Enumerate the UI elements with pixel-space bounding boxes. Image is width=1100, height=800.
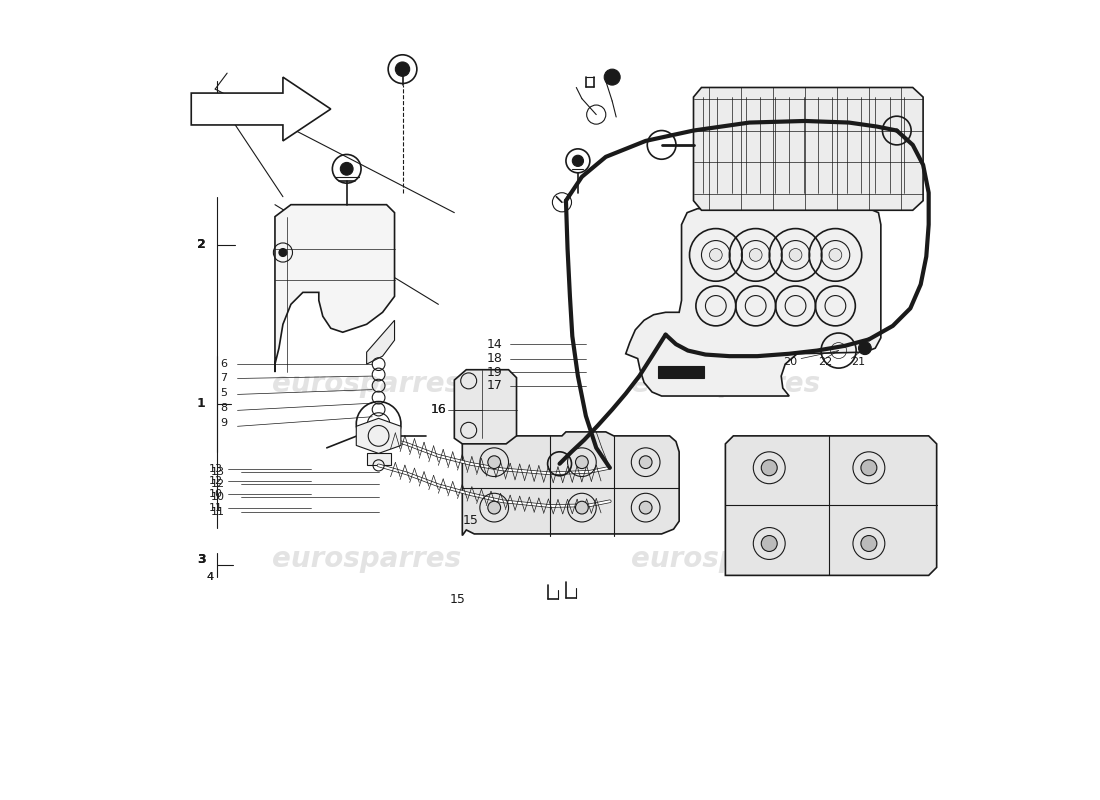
Text: 19: 19	[486, 366, 503, 378]
Circle shape	[789, 249, 802, 262]
Circle shape	[861, 535, 877, 551]
Text: 2: 2	[197, 238, 206, 251]
Circle shape	[858, 342, 871, 354]
Polygon shape	[356, 418, 400, 454]
Text: 9: 9	[220, 418, 227, 428]
Circle shape	[395, 62, 409, 76]
Text: 6: 6	[220, 359, 227, 369]
Text: 18: 18	[486, 352, 503, 365]
Text: 11: 11	[211, 506, 224, 517]
Text: eurosparres: eurosparres	[630, 370, 820, 398]
Text: 15: 15	[462, 514, 478, 527]
Circle shape	[639, 502, 652, 514]
Circle shape	[761, 535, 778, 551]
Text: 3: 3	[197, 553, 206, 566]
Circle shape	[487, 502, 500, 514]
Text: 13: 13	[209, 464, 223, 474]
Text: 17: 17	[486, 379, 503, 392]
Polygon shape	[191, 77, 331, 141]
Text: 4: 4	[207, 572, 213, 582]
Circle shape	[575, 456, 589, 469]
Text: eurosparres: eurosparres	[630, 546, 820, 574]
Text: 10: 10	[209, 489, 223, 499]
Text: 8: 8	[220, 403, 227, 413]
Polygon shape	[454, 370, 517, 444]
Circle shape	[487, 456, 500, 469]
Text: 15: 15	[450, 593, 465, 606]
Polygon shape	[462, 432, 679, 535]
Text: 12: 12	[209, 476, 223, 486]
Text: 1: 1	[197, 398, 206, 410]
Polygon shape	[275, 205, 395, 372]
Text: 3: 3	[197, 553, 206, 566]
Circle shape	[575, 502, 589, 514]
Circle shape	[639, 456, 652, 469]
Polygon shape	[725, 436, 937, 575]
Text: 11: 11	[209, 502, 223, 513]
Text: 20: 20	[783, 357, 798, 366]
Polygon shape	[366, 320, 395, 364]
Text: eurosparres: eurosparres	[272, 370, 461, 398]
Text: 10: 10	[211, 492, 224, 502]
Bar	[658, 366, 704, 378]
Circle shape	[279, 249, 287, 257]
Text: 16: 16	[430, 403, 447, 416]
Circle shape	[761, 460, 778, 476]
Circle shape	[861, 460, 877, 476]
Text: 7: 7	[220, 373, 227, 382]
Circle shape	[340, 162, 353, 175]
Text: 13: 13	[211, 466, 224, 477]
Text: 21: 21	[851, 357, 866, 366]
Text: 5: 5	[220, 388, 227, 398]
Text: 2: 2	[197, 238, 206, 251]
Polygon shape	[693, 87, 923, 210]
Circle shape	[710, 249, 723, 262]
Text: eurosparres: eurosparres	[272, 546, 461, 574]
Text: 22: 22	[818, 357, 833, 366]
Circle shape	[604, 69, 620, 85]
Text: 14: 14	[486, 338, 503, 350]
Circle shape	[829, 249, 842, 262]
Circle shape	[572, 155, 583, 166]
Text: 12: 12	[210, 478, 224, 489]
Text: 4: 4	[207, 572, 213, 582]
Bar	[366, 453, 390, 466]
Text: 16: 16	[430, 403, 447, 416]
Polygon shape	[626, 209, 881, 396]
Circle shape	[749, 249, 762, 262]
